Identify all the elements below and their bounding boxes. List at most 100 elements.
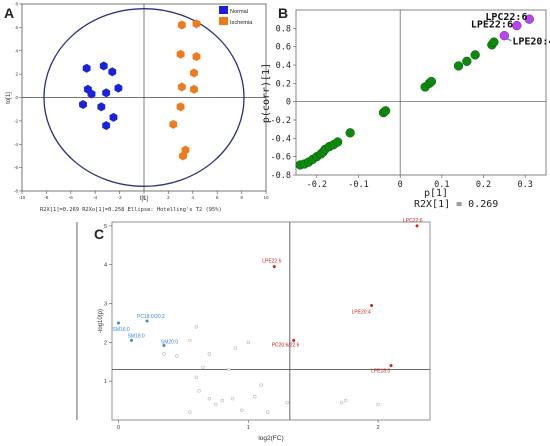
panel-a-point-normal [102,88,111,98]
panel-b-y-tick-label: 0.6 [276,43,291,53]
panel-a-point-ischemia [179,151,187,161]
panel-b-point [470,50,480,60]
panel-a-point-normal [97,102,106,112]
panel-c-ns-point [343,398,348,403]
legend-swatch-ischemia [219,17,228,25]
panel-c-x-tick-label: 0 [117,425,120,431]
panel-a-point-normal [114,83,123,93]
panel-c-y-ticks: 1 2 3 4 5 [104,224,112,385]
panel-b-y-label: p(corr)[1] [261,63,272,123]
panel-a-x-tick-label: 0 [143,195,146,200]
panel-b-y-ticks: -0.8 -0.6 -0.4 -0.2 0 0.2 0.4 0.6 0.8 [271,24,296,181]
panel-a-point-normal [79,99,87,110]
panel-a-points [79,19,201,161]
panel-b-point [426,76,437,87]
panel-c-ns-point [207,396,212,401]
panel-c-up-point-pc20-6-22-6 [292,338,296,342]
panel-b-highlight-point-lpc22-6 [524,14,534,24]
panel-a-y-tick-label: 2 [15,72,18,77]
panel-a-y-tick-label: -8 [14,189,18,194]
panel-c-y-tick-label: 2 [104,340,107,346]
panel-c-ns-point [162,352,166,356]
panel-a-x-ticks: -10 -8 -6 -4 -2 0 2 4 6 8 10 [19,191,269,200]
panel-a-y-tick-label: 8 [15,2,18,7]
panel-b-point [462,56,472,66]
panel-b-point [345,128,355,138]
panel-b-y-tick-label: 0.2 [276,79,291,89]
panel-a-x-tick-label: 4 [192,195,195,200]
panel-c-down-point-pc18-0-20-2 [116,321,120,325]
panel-b-label-lpc22-6: LPC22:6 [485,12,527,23]
panel-c-ns-point [214,402,218,407]
legend-swatch-normal [219,6,228,14]
panel-a-x-tick-label: -10 [19,195,26,200]
panel-c-down-label-sm16-0: SM16:0 [112,327,129,333]
panel-a-y-tick-label: 6 [15,25,18,30]
panel-b-x-tick-label: 0.2 [476,180,491,190]
panel-a-letter: A [4,5,14,21]
panel-b-y-tick-label: -0.8 [271,171,291,181]
panel-b-y-tick-label: -0.6 [271,153,291,163]
panel-c-ns-point [207,352,212,356]
panel-c-up-point-lpe22-6 [272,265,276,269]
panel-c-up-points: LPC22:6 LPE22:6 LPE20:4 PC20:6/22:6 LPE18:0 [262,218,422,375]
panel-c-ns-point [376,402,380,407]
panel-c-up-label-lpe20-4: LPE20:4 [352,309,371,315]
panel-c-down-point-sm18-0 [129,338,133,342]
panel-c-ns-point [285,400,289,405]
panel-c-ns-point [259,383,263,387]
legend-label-normal: Normal [230,9,248,15]
panel-b-y-tick-label: -0.2 [271,116,291,126]
panel-b-letter: B [278,5,288,21]
panel-a-point-ischemia [192,52,201,62]
panel-a-y-tick-label: 0 [15,95,18,100]
panel-a-point-ischemia [192,19,201,29]
panel-a-point-normal [99,61,108,71]
panel-b-point [380,106,391,116]
panel-b-point [453,61,464,71]
panel-c-ns-point [201,365,205,370]
panel-a-point-normal [82,63,91,73]
panel-c-down-point-sm20-0 [162,343,166,347]
panel-c-plot-frame [111,221,431,421]
panel-c-nonsignificant-points [162,325,380,414]
panel-c-x-label: log2(FC) [258,435,283,442]
panel-a-point-ischemia [177,20,186,30]
panel-c-y-tick-label: 1 [104,379,107,385]
panel-c-ns-point [194,325,199,329]
hotelling-ellipse [43,8,245,187]
panel-b-highlight-point-lpe20-4 [499,31,509,41]
panel-c-up-point-lpe18-0 [389,364,393,368]
panel-c-ns-point [175,354,179,358]
panel-c-ns-point [188,338,192,343]
panel-b-x-tick-label: -0.1 [348,180,368,190]
panel-c-ns-point [231,396,235,401]
panel-c-up-label-lpc22-6: LPC22:6 [403,218,423,224]
panel-a-x-tick-label: 10 [263,195,269,200]
panel-c-ns-point [194,375,199,379]
panel-a-y-tick-label: -4 [14,142,18,147]
panel-a-point-ischemia [176,102,185,112]
panel-a-point-ischemia [169,119,178,129]
panel-c-down-point-pc18-0-22-2 [145,319,149,323]
panel-b-x-tick-label: -0.2 [307,180,327,190]
panel-c-up-point-lpc22-6 [415,224,419,228]
panel-b-points [295,37,499,170]
panel-a-x-tick-label: 6 [216,195,219,200]
panel-b-plot-frame [295,9,547,176]
panel-b-y-tick-label: 0.4 [276,61,291,71]
panel-c-down-label-sm18-0: SM18:0 [127,333,144,339]
panel-b-y-tick-label: -0.4 [271,134,291,144]
panel-a-legend: Normal Ischemia [219,6,253,26]
panel-c-y-label: -log10(p) [98,309,104,333]
panel-c-ns-point [188,410,192,414]
panel-c-ns-point [266,410,270,414]
panel-c-up-label-pc20-6-22-6: PC20:6/22:6 [272,342,300,348]
panel-a-y-tick-label: -2 [14,118,18,123]
panel-c-up-label-lpe22-6: LPE22:6 [262,259,281,265]
panel-b-point [489,37,499,47]
panel-c-ns-point [246,340,250,345]
